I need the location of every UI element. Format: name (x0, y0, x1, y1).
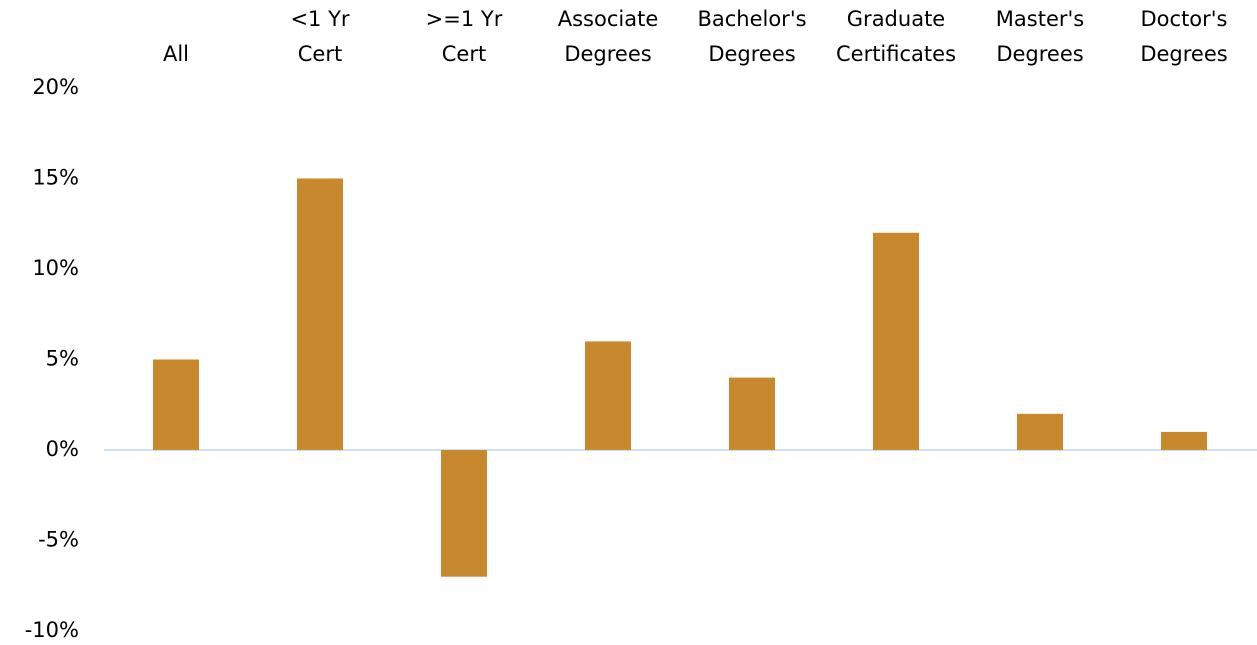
bar (1017, 413, 1063, 450)
y-tick-label: -5% (38, 528, 79, 552)
x-tick-label: Degrees (1140, 42, 1227, 66)
x-tick-label: Certificates (836, 42, 956, 66)
bar (1161, 431, 1207, 450)
x-tick-label: Degrees (708, 42, 795, 66)
y-tick-label: -10% (25, 618, 79, 642)
bar (729, 377, 775, 450)
bar (585, 341, 631, 450)
x-tick-label: Cert (442, 42, 486, 66)
x-tick-label: Doctor's (1141, 7, 1228, 31)
x-tick-label: Graduate (847, 7, 945, 31)
y-tick-label: 20% (32, 75, 79, 99)
x-tick-label: Degrees (996, 42, 1083, 66)
x-tick-label: Cert (298, 42, 342, 66)
x-tick-label: <1 Yr (290, 7, 349, 31)
y-tick-label: 10% (32, 256, 79, 280)
bar (873, 232, 919, 450)
bar (153, 359, 199, 450)
y-tick-label: 0% (46, 437, 79, 461)
bar (297, 178, 343, 450)
bar (441, 450, 487, 577)
x-tick-label: >=1 Yr (426, 7, 503, 31)
x-tick-label: Master's (996, 7, 1084, 31)
x-tick-label: All (163, 42, 189, 66)
x-tick-label: Degrees (564, 42, 651, 66)
y-tick-label: 15% (32, 166, 79, 190)
x-tick-label: Bachelor's (697, 7, 806, 31)
x-tick-label: Associate (558, 7, 659, 31)
y-tick-label: 5% (46, 347, 79, 371)
